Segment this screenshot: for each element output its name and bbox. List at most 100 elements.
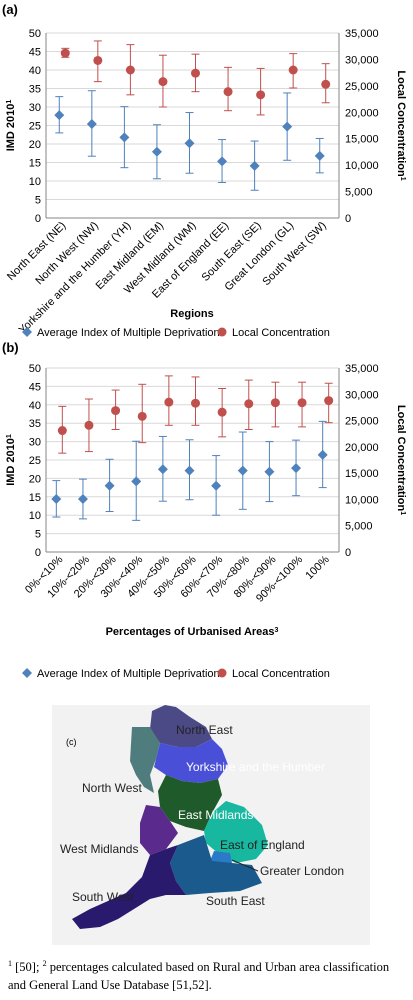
legend-marker-concentration <box>217 327 227 337</box>
concentration-point <box>288 65 298 75</box>
concentration-point <box>93 55 103 65</box>
y-axis-title-right-sup: 1 <box>400 511 407 515</box>
concentration-point <box>324 396 334 406</box>
legend-marker-concentration <box>217 668 227 678</box>
legend-marker-imd <box>22 668 32 678</box>
y-tick-label-right: 20,000 <box>345 442 379 454</box>
y-tick-label-left: 40 <box>29 65 41 77</box>
imd-point <box>86 119 97 130</box>
y-tick-label-left: 15 <box>29 492 41 504</box>
y-tick-label-left: 35 <box>29 418 41 430</box>
y-tick-label-right: 15,000 <box>345 468 379 480</box>
y-tick-label-right: 30,000 <box>345 389 379 401</box>
map-label-yorkshire: Yorkshire and the Humber <box>186 760 325 774</box>
y-tick-label-left: 50 <box>29 28 41 40</box>
y-tick-label-left: 5 <box>35 529 41 541</box>
y-tick-label-right: 5,000 <box>345 187 373 199</box>
imd-point <box>282 121 293 132</box>
imd-point <box>157 464 168 475</box>
y-tick-label-left: 50 <box>29 363 41 375</box>
imd-point <box>317 449 328 460</box>
panel-a-label: (a) <box>2 2 18 17</box>
map-label-greater-london: Greater London <box>260 864 344 878</box>
concentration-point <box>270 398 280 408</box>
map-label-south-east: South East <box>206 894 265 908</box>
imd-point <box>104 480 115 491</box>
y-axis-title-right: Local Concentration1 <box>395 70 407 180</box>
footnote: 1 [50]; 2 percentages calculated based o… <box>8 955 403 994</box>
y-tick-label-left: 10 <box>29 176 41 188</box>
y-tick-label-left: 15 <box>29 158 41 170</box>
imd-point <box>211 480 222 491</box>
y-tick-label-left: 40 <box>29 400 41 412</box>
concentration-point <box>297 398 307 408</box>
imd-point <box>249 160 260 171</box>
y-tick-label-right: 25,000 <box>345 416 379 428</box>
y-tick-label-right: 35,000 <box>345 28 379 40</box>
imd-point <box>77 494 88 505</box>
y-tick-label-right: 20,000 <box>345 107 379 119</box>
footnote-text-2: percentages calculated based on Rural an… <box>8 960 390 993</box>
imd-point <box>291 463 302 474</box>
imd-point <box>119 132 130 143</box>
concentration-point <box>191 68 200 78</box>
x-tick-label: South East (SE) <box>199 220 263 284</box>
region-north-west <box>130 727 160 793</box>
legend-label-imd: Average Index of Multiple Deprivation <box>37 668 220 680</box>
imd-point <box>237 465 248 476</box>
y-tick-label-right: 10,000 <box>345 160 379 172</box>
y-tick-label-left: 30 <box>29 102 41 114</box>
england-regions-map: (c) North East North West Yorkshire and … <box>52 705 370 945</box>
y-tick-label-left: 25 <box>29 455 41 467</box>
map-label-west-midlands: West Midlands <box>60 842 138 856</box>
concentration-point <box>256 90 266 100</box>
map-label-north-west: North West <box>82 781 142 795</box>
legend-marker-imd <box>22 327 32 337</box>
imd-point <box>314 150 325 161</box>
y-tick-label-right: 0 <box>345 213 351 225</box>
y-tick-label-left: 20 <box>29 473 41 485</box>
y-tick-label-right: 25,000 <box>345 81 379 93</box>
imd-point <box>184 138 195 149</box>
y-axis-title-left: IMD 20101 <box>5 100 17 152</box>
y-tick-label-left: 20 <box>29 139 41 151</box>
y-axis-title-left-sup: 1 <box>6 434 13 438</box>
concentration-point <box>84 420 94 430</box>
region-east-midlands <box>158 775 222 831</box>
imd-point <box>151 146 162 157</box>
concentration-point <box>217 407 227 417</box>
concentration-point <box>158 77 168 87</box>
y-tick-label-right: 5,000 <box>345 521 373 533</box>
footnote-text-1: [50]; <box>12 960 43 975</box>
concentration-point <box>60 48 70 58</box>
y-axis-title-left-sup: 1 <box>6 100 13 104</box>
x-axis-title: Regions <box>170 308 213 320</box>
imd-point <box>217 156 228 167</box>
footnote-sup-1: 1 <box>8 959 12 968</box>
map-label-north-east: North East <box>176 723 233 737</box>
y-tick-label-right: 30,000 <box>345 54 379 66</box>
x-tick-label: South West (SW) <box>260 220 328 288</box>
legend-label-concentration: Local Concentration <box>232 668 330 680</box>
y-axis-title-right-sup: 1 <box>400 177 407 181</box>
concentration-point <box>125 65 135 75</box>
concentration-point <box>321 79 331 89</box>
y-tick-label-right: 0 <box>345 547 351 559</box>
region-yorkshire <box>154 739 228 783</box>
y-tick-label-left: 30 <box>29 437 41 449</box>
x-axis-title: Percentages of Urbanised Areas3 <box>106 626 279 638</box>
concentration-point <box>244 399 254 409</box>
region-west-midlands <box>140 805 178 855</box>
chart-b: 0 5 10 15 20 25 30 35 40 45 50 0 5,000 10,000 15,000 20… <box>5 363 407 680</box>
imd-point <box>51 494 62 505</box>
y-axis-title-right: Local Concentration1 <box>395 405 407 515</box>
legend-label-concentration: Local Concentration <box>232 327 330 339</box>
y-tick-label-left: 25 <box>29 121 41 133</box>
x-tick-label: North East (NE) <box>5 220 68 283</box>
chart-a: 0 5 10 15 20 25 30 35 40 45 50 0 5,000 10,000 15,000 20… <box>5 28 407 339</box>
legend-label-imd: Average Index of Multiple Deprivation <box>37 327 220 339</box>
y-tick-label-right: 35,000 <box>345 363 379 375</box>
concentration-point <box>191 398 200 408</box>
concentration-point <box>57 426 67 436</box>
